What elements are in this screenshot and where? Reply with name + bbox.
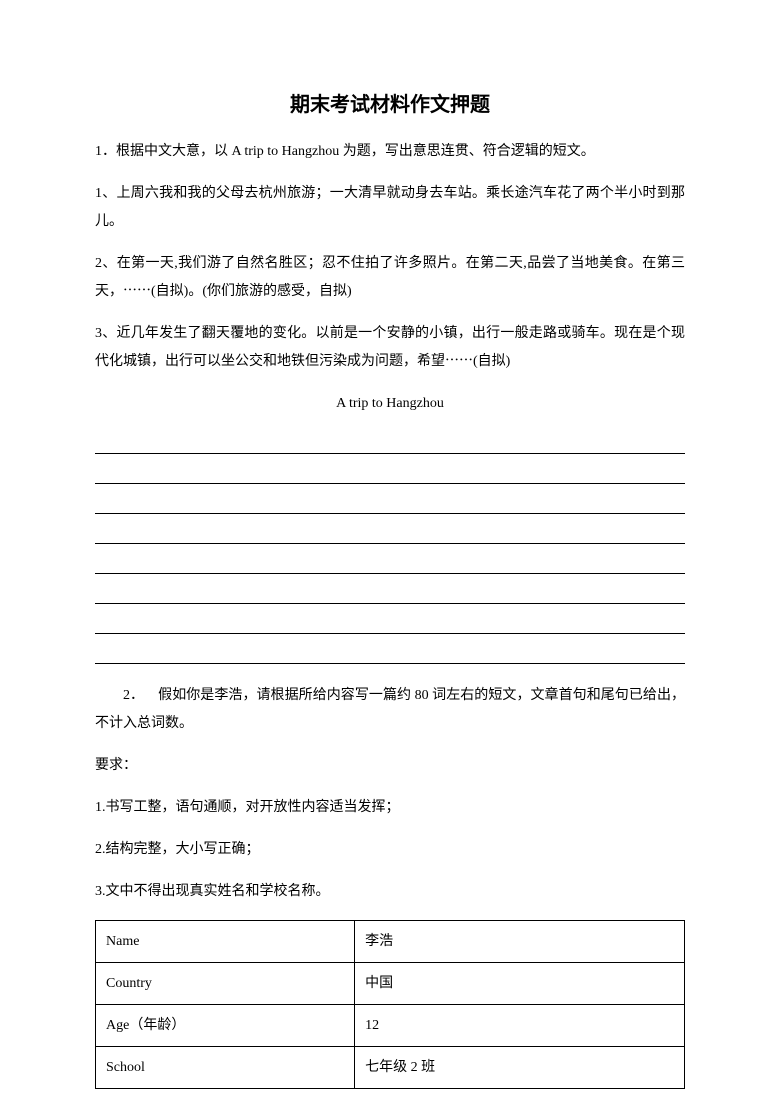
q1-intro: 1．根据中文大意，以 A trip to Hangzhou 为题，写出意思连贯、…: [95, 138, 685, 166]
cell-value: 李浩: [355, 921, 685, 963]
cell-label: School: [96, 1047, 355, 1089]
cell-value: 七年级 2 班: [355, 1047, 685, 1089]
cell-label: Name: [96, 921, 355, 963]
page-title: 期末考试材料作文押题: [95, 90, 685, 120]
blank-line[interactable]: [95, 638, 685, 664]
blank-line[interactable]: [95, 548, 685, 574]
cell-value: 12: [355, 1005, 685, 1047]
q2-intro: 2． 假如你是李浩，请根据所给内容写一篇约 80 词左右的短文，文章首句和尾句已…: [95, 682, 685, 738]
blank-line[interactable]: [95, 488, 685, 514]
blank-line[interactable]: [95, 428, 685, 454]
cell-value: 中国: [355, 963, 685, 1005]
blank-line[interactable]: [95, 608, 685, 634]
q1-answer-lines: [95, 428, 685, 664]
q2-req-3: 3.文中不得出现真实姓名和学校名称。: [95, 878, 685, 906]
q1-point-1: 1、上周六我和我的父母去杭州旅游；一大清早就动身去车站。乘长途汽车花了两个半小时…: [95, 180, 685, 236]
cell-label: Country: [96, 963, 355, 1005]
q2-req-label: 要求：: [95, 752, 685, 780]
table-row: Name 李浩: [96, 921, 685, 963]
cell-label: Age（年龄）: [96, 1005, 355, 1047]
table-row: Age（年龄） 12: [96, 1005, 685, 1047]
q1-point-2: 2、在第一天,我们游了自然名胜区；忍不住拍了许多照片。在第二天,品尝了当地美食。…: [95, 250, 685, 306]
q1-subtitle: A trip to Hangzhou: [95, 390, 685, 418]
blank-line[interactable]: [95, 518, 685, 544]
q2-req-2: 2.结构完整，大小写正确；: [95, 836, 685, 864]
q1-point-3: 3、近几年发生了翻天覆地的变化。以前是一个安静的小镇，出行一般走路或骑车。现在是…: [95, 320, 685, 376]
q2-info-table: Name 李浩 Country 中国 Age（年龄） 12 School 七年级…: [95, 920, 685, 1089]
blank-line[interactable]: [95, 578, 685, 604]
table-row: School 七年级 2 班: [96, 1047, 685, 1089]
q2-req-1: 1.书写工整，语句通顺，对开放性内容适当发挥；: [95, 794, 685, 822]
blank-line[interactable]: [95, 458, 685, 484]
table-row: Country 中国: [96, 963, 685, 1005]
